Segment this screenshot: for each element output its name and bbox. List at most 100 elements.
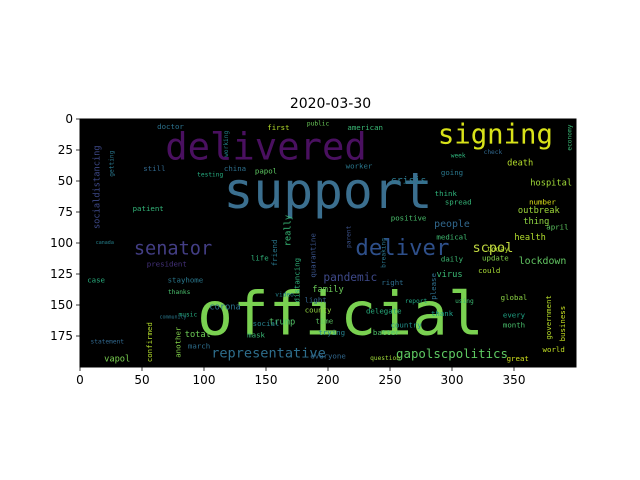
word-government: government: [544, 295, 553, 340]
word-distancing: distancing: [293, 258, 302, 303]
word-patient: patient: [133, 204, 164, 213]
word-county: county: [305, 305, 332, 314]
y-tick-label: 25: [58, 143, 73, 157]
word-virus: virus: [436, 270, 462, 280]
word-thanks: thanks: [168, 289, 191, 296]
word-health: health: [514, 233, 545, 243]
word-president: president: [147, 260, 187, 269]
x-axis: 0 50 100 150 200 250 300 350: [76, 367, 525, 387]
word-global: global: [501, 293, 528, 302]
word-signing: signing: [438, 120, 553, 151]
word-working: working: [223, 130, 230, 156]
word-testing: testing: [197, 171, 223, 178]
word-medical: medical: [436, 232, 467, 241]
word-people: people: [434, 219, 470, 230]
word-socialdistancing: socialdistancing: [92, 145, 102, 229]
word-music: music: [179, 311, 198, 318]
word-mask: mask: [247, 330, 265, 339]
word-really: really: [283, 215, 293, 246]
word-check: check: [484, 149, 503, 156]
x-tick-label: 0: [76, 373, 84, 387]
word-please: please: [429, 273, 438, 300]
word-death: death: [507, 159, 533, 169]
word-march: march: [188, 341, 210, 350]
word-life: life: [251, 253, 269, 262]
y-tick-label: 75: [58, 205, 73, 219]
word-spread: spread: [445, 198, 472, 207]
word-corona: corona: [209, 302, 240, 312]
x-tick-label: 100: [193, 373, 216, 387]
word-video: video: [275, 292, 294, 299]
word-every: every: [503, 310, 526, 319]
word-trying: trying: [318, 328, 345, 337]
word-think: think: [435, 189, 458, 198]
word-deliver: deliver: [355, 235, 449, 261]
word-batter: batter: [373, 328, 400, 337]
word-time: time: [315, 317, 333, 326]
word-case: case: [87, 276, 105, 285]
word-could: could: [478, 266, 500, 275]
word-delivered: delivered: [165, 124, 367, 168]
y-tick-label: 175: [50, 329, 73, 343]
word-economy: economy: [566, 124, 573, 150]
word-papol: papol: [255, 167, 277, 176]
word-country: country: [391, 320, 423, 329]
word-right: right: [381, 278, 403, 287]
word-quarantine: quarantine: [309, 233, 318, 278]
word-total: total: [185, 330, 211, 340]
word-report: report: [405, 298, 428, 305]
y-tick-label: 50: [58, 174, 73, 188]
word-china: china: [224, 164, 246, 173]
word-vapol: vapol: [104, 355, 130, 365]
word-lockdown: lockdown: [519, 256, 567, 267]
word-delegate: delegate: [366, 307, 402, 316]
word-today: today: [487, 245, 510, 254]
x-tick-label: 50: [134, 373, 149, 387]
word-worker: worker: [346, 162, 373, 171]
x-tick-label: 200: [317, 373, 340, 387]
word-hospital: hospital: [530, 178, 572, 188]
word-public: public: [307, 120, 330, 127]
word-pandemic: pandemic: [323, 271, 377, 284]
wordcloud: support official delivered signing deliver se…: [87, 120, 573, 365]
word-number: number: [529, 198, 556, 207]
word-community: community: [159, 314, 186, 320]
word-support: support: [223, 162, 432, 220]
wordcloud-background: [80, 119, 576, 367]
y-axis: 0 25 50 75 100 125 150 175: [50, 112, 80, 343]
word-update: update: [482, 253, 509, 262]
word-still: still: [143, 164, 165, 173]
x-tick-label: 250: [379, 373, 402, 387]
word-scpol: scpol: [472, 240, 513, 256]
word-outbreak: outbreak: [518, 206, 561, 216]
y-tick-label: 150: [50, 298, 73, 312]
y-tick-label: 100: [50, 236, 73, 250]
word-trump: trump: [269, 317, 295, 327]
word-american: american: [347, 123, 383, 132]
word-thing: thing: [523, 217, 549, 227]
word-breaking: breaking: [380, 238, 387, 268]
word-going: going: [441, 168, 463, 177]
x-tick-label: 350: [503, 373, 526, 387]
word-first: first: [267, 123, 289, 132]
word-daily: daily: [441, 255, 464, 264]
x-tick-label: 150: [255, 373, 278, 387]
word-world: world: [543, 345, 565, 354]
word-another: another: [173, 326, 182, 358]
word-canada: canada: [96, 240, 114, 246]
word-senator: senator: [134, 239, 212, 260]
word-week: week: [451, 153, 466, 160]
word-family: family: [312, 285, 343, 295]
word-crisis: crisis: [391, 176, 427, 187]
word-stayhome: stayhome: [168, 276, 204, 285]
word-april: april: [546, 222, 568, 231]
word-positive: positive: [391, 214, 427, 223]
word-getting: getting: [109, 150, 116, 176]
word-official: official: [197, 280, 484, 349]
word-month: month: [503, 320, 525, 329]
word-everyone: everyone: [310, 351, 346, 360]
word-gapolscpolitics: gapolscpolitics: [396, 346, 508, 361]
word-social: social: [253, 319, 280, 328]
chart-title: 2020-03-30: [290, 96, 371, 112]
